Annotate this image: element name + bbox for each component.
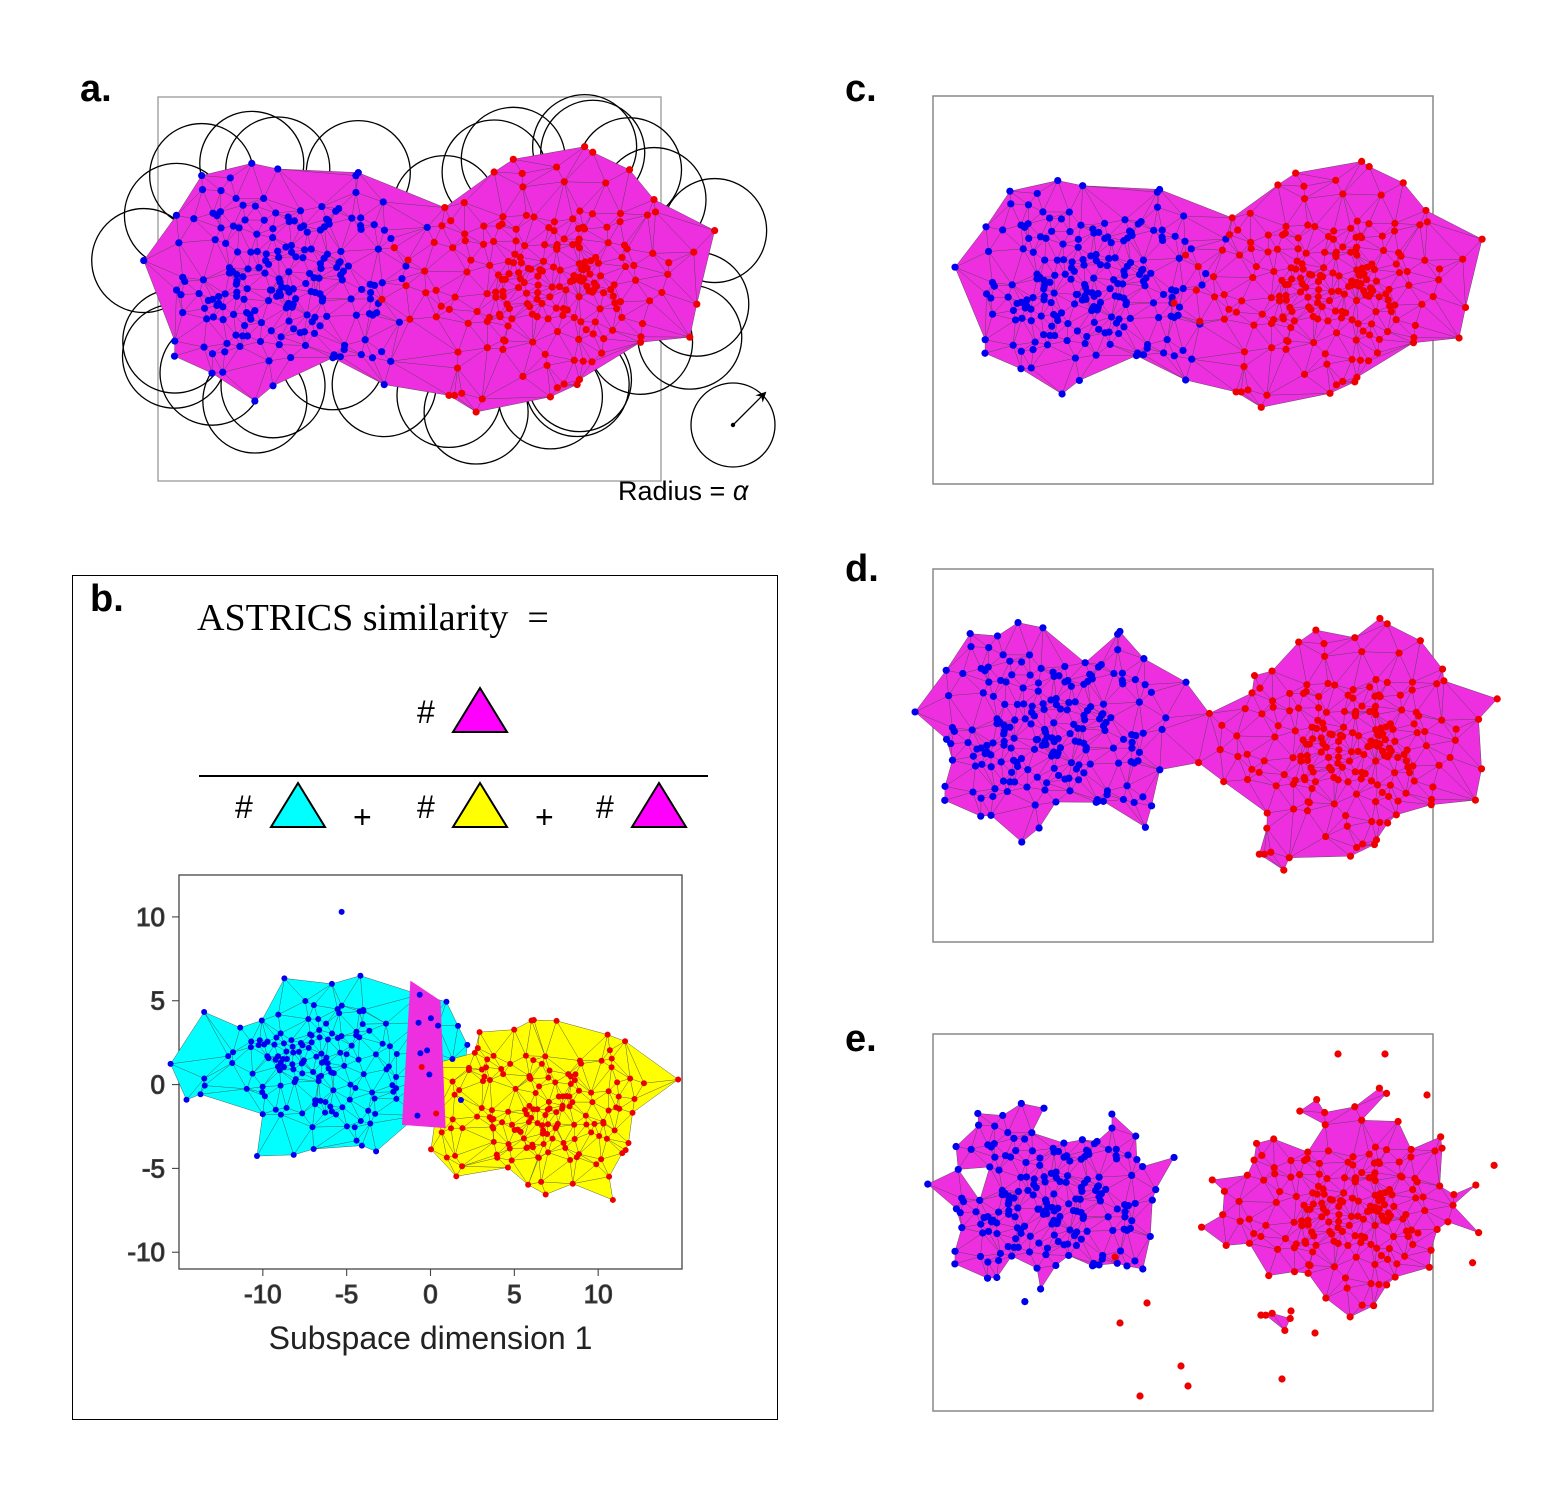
svg-text:10: 10 [584, 1279, 613, 1309]
svg-text:-5: -5 [335, 1279, 358, 1309]
svg-text:Subspace dimension 1: Subspace dimension 1 [269, 1320, 593, 1356]
svg-text:10: 10 [136, 902, 165, 932]
svg-text:-10: -10 [244, 1279, 282, 1309]
svg-text:5: 5 [151, 986, 165, 1016]
svg-text:0: 0 [151, 1070, 165, 1100]
svg-text:5: 5 [507, 1279, 521, 1309]
svg-text:-5: -5 [142, 1153, 165, 1183]
svg-text:-10: -10 [127, 1237, 165, 1267]
svg-text:Radius = α: Radius = α [618, 476, 750, 506]
svg-text:0: 0 [423, 1279, 437, 1309]
